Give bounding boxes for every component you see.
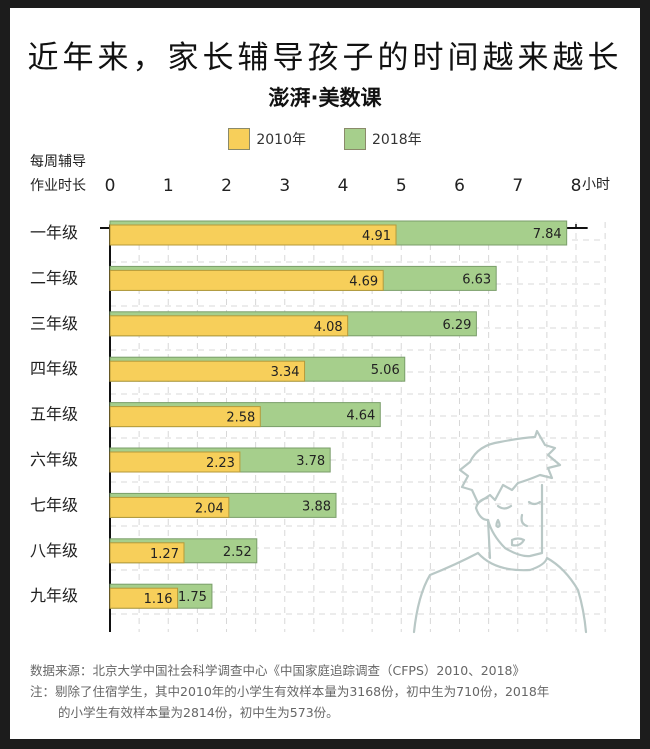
x-tick-label: 1 bbox=[163, 176, 174, 196]
x-tick-label: 4 bbox=[338, 176, 349, 196]
bar-2010 bbox=[109, 496, 230, 518]
data-label-2010: 2.58 bbox=[226, 411, 255, 426]
category-label: 八年级 bbox=[30, 541, 78, 560]
legend-swatch-2018 bbox=[344, 128, 366, 150]
data-label-2018: 5.06 bbox=[371, 363, 400, 378]
footnote-line-1: 注：剔除了住宿学生，其中2010年的小学生有效样本量为3168份，初中生为710… bbox=[30, 684, 550, 699]
data-label-2010: 2.23 bbox=[206, 456, 235, 471]
data-label-2010: 1.27 bbox=[150, 547, 179, 562]
bar-2010 bbox=[109, 315, 349, 337]
legend-swatch-2010 bbox=[228, 128, 251, 150]
category-label: 三年级 bbox=[30, 314, 78, 333]
boy-face-icon bbox=[474, 483, 544, 558]
x-tick-label: 6 bbox=[454, 176, 465, 196]
footer: 数据来源：北京大学中国社会科学调查中心《中国家庭追踪调查（CFPS）2010、2… bbox=[30, 660, 549, 723]
x-tick-label: 5 bbox=[396, 176, 407, 196]
brand-logo: 澎湃·美数课 bbox=[268, 86, 382, 110]
data-label-2010: 4.08 bbox=[314, 320, 343, 335]
data-label-2010: 1.16 bbox=[144, 592, 173, 607]
data-label-2018: 6.63 bbox=[462, 272, 491, 287]
category-label: 二年级 bbox=[30, 268, 78, 287]
legend-item-2018: 2018年 bbox=[344, 128, 422, 150]
footnote-line-2: 的小学生有效样本量为2814份，初中生为573份。 bbox=[58, 705, 339, 720]
bar-2010 bbox=[109, 269, 384, 291]
x-tick-label: 3 bbox=[279, 176, 290, 196]
boy-hair-icon bbox=[458, 429, 562, 505]
data-label-2010: 3.34 bbox=[271, 365, 300, 380]
data-label-2010: 4.91 bbox=[362, 229, 391, 244]
boy-features-icon bbox=[496, 500, 542, 547]
category-label: 五年级 bbox=[30, 405, 78, 424]
y-axis-title: 每周辅导作业时长 bbox=[30, 154, 86, 194]
bar-2010 bbox=[109, 406, 261, 428]
legend-item-2010: 2010年 bbox=[228, 128, 306, 150]
bar-2010 bbox=[109, 360, 306, 382]
data-label-2018: 3.78 bbox=[296, 454, 325, 469]
x-tick-label: 2 bbox=[221, 176, 232, 196]
x-tick-label: 0 bbox=[105, 176, 116, 196]
data-label-2018: 2.52 bbox=[223, 545, 252, 560]
category-label: 六年级 bbox=[30, 450, 78, 469]
category-label: 一年级 bbox=[30, 223, 78, 242]
bar-2010 bbox=[109, 542, 185, 564]
data-label-2010: 4.69 bbox=[349, 274, 378, 289]
bar-2010 bbox=[109, 224, 397, 246]
page-title: 近年来，家长辅导孩子的时间越来越长 bbox=[27, 40, 623, 76]
x-axis-unit: 小时 bbox=[582, 177, 610, 193]
legend-label-2018: 2018年 bbox=[372, 132, 422, 148]
bar-2010 bbox=[109, 587, 179, 609]
tear-icon bbox=[495, 518, 501, 529]
data-label-2010: 2.04 bbox=[195, 501, 224, 516]
x-tick-label: 8 bbox=[571, 176, 582, 196]
boy-body-icon bbox=[412, 518, 588, 634]
data-label-2018: 7.84 bbox=[533, 227, 562, 242]
category-label: 七年级 bbox=[30, 495, 78, 514]
category-label: 四年级 bbox=[30, 359, 78, 378]
legend: 2010年 2018年 bbox=[0, 128, 650, 150]
data-label-2018: 3.88 bbox=[302, 499, 331, 514]
legend-label-2010: 2010年 bbox=[256, 132, 306, 148]
data-label-2018: 6.29 bbox=[442, 318, 471, 333]
data-label-2018: 1.75 bbox=[178, 590, 207, 605]
x-tick-label: 7 bbox=[512, 176, 523, 196]
bar-2010 bbox=[109, 451, 241, 473]
category-label: 九年级 bbox=[30, 586, 78, 605]
data-label-2018: 4.64 bbox=[346, 409, 375, 424]
data-source: 数据来源：北京大学中国社会科学调查中心《中国家庭追踪调查（CFPS）2010、2… bbox=[30, 663, 526, 678]
